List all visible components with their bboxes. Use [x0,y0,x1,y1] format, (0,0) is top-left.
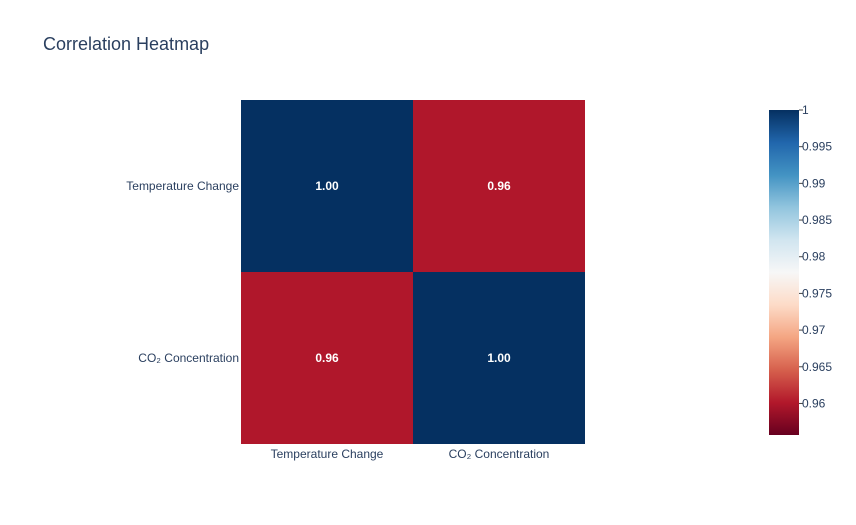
colorbar-ticks: 1 0.995 0.99 0.985 0.98 0.975 0.97 0.965 0.96 [799,103,832,410]
heatmap-cell [413,272,585,444]
colorbar-tick-label: 0.99 [802,176,826,190]
y-tick-label: CO₂ Concentration [138,351,239,365]
x-tick-label: CO₂ Concentration [449,447,550,461]
cell-value-label: 1.00 [315,179,339,193]
heatmap-cell [413,100,585,272]
colorbar-tick-label: 0.975 [802,286,832,300]
colorbar-tick-label: 0.965 [802,360,832,374]
cell-value-label: 0.96 [315,351,339,365]
heatmap-cell [241,100,413,272]
colorbar-tick-label: 0.96 [802,396,826,410]
colorbar-tick-label: 0.97 [802,323,826,337]
colorbar-gradient [769,110,799,435]
heatmap-cells: 1.00 0.96 0.96 1.00 [241,100,585,444]
colorbar-tick-label: 0.985 [802,213,832,227]
colorbar-tick-label: 1 [802,103,809,117]
y-tick-label: Temperature Change [126,179,239,193]
heatmap-cell [241,272,413,444]
cell-value-label: 1.00 [487,351,511,365]
y-axis-ticks: Temperature Change CO₂ Concentration [126,179,239,365]
colorbar: 1 0.995 0.99 0.985 0.98 0.975 0.97 0.965 0.96 [769,103,832,435]
chart-title: Correlation Heatmap [43,34,209,54]
cell-value-label: 0.96 [487,179,511,193]
colorbar-tick-label: 0.98 [802,250,826,264]
x-tick-label: Temperature Change [271,447,384,461]
x-axis-ticks: Temperature Change CO₂ Concentration [271,447,550,461]
colorbar-tick-label: 0.995 [802,140,832,154]
